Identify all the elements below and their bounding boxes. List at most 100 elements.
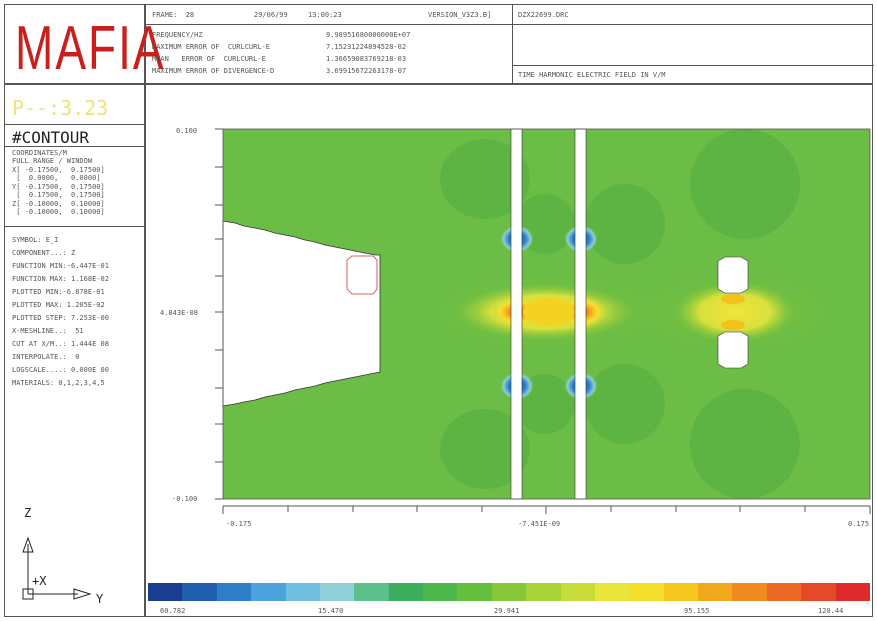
info-line: SYMBOL: E_I (12, 236, 59, 244)
coord-line: [ 0.17500, 0.17500] (12, 191, 105, 199)
left-sidebar (4, 84, 145, 617)
field-title: TIME HARMONIC ELECTRIC FIELD IN V/M (518, 71, 666, 79)
axis-x-label: +X (32, 574, 47, 588)
colorbar-swatch (629, 583, 664, 601)
info-line: CUT AT X/M..: 1.444E 08 (12, 340, 109, 348)
axis-z-label: Z (24, 506, 32, 520)
info-line: COMPONENT...: Z (12, 249, 76, 257)
info-line: PLOTTED MIN:-6.878E-01 (12, 288, 105, 296)
coord-line: [ -0.10000, 0.10000] (12, 208, 105, 216)
colorbar-swatch (560, 583, 595, 601)
sidebar-divider (4, 146, 145, 147)
coord-line: Z[ -0.10000, 0.10000] (12, 200, 105, 208)
field-lobe (440, 139, 530, 219)
colorbar-swatch (663, 583, 698, 601)
y-tick-label-top: 0.100 (176, 127, 198, 135)
mafia-logo: MAFIA (15, 12, 166, 83)
aperture-hole (717, 256, 749, 294)
field-lobe (585, 364, 665, 444)
conductor-strip (510, 128, 523, 500)
x-tick-label-right: 0.175 (848, 520, 870, 528)
header-time: 13:00:23 (308, 11, 342, 19)
info-line: FUNCTION MIN:-6.447E-01 (12, 262, 109, 270)
sidebar-divider (4, 226, 145, 227)
colorbar-swatch (698, 583, 733, 601)
colorbar-swatch (732, 583, 767, 601)
axes-icon (22, 536, 92, 600)
colorbar-swatch (491, 583, 527, 601)
header-row-value: 3.69915672263178-07 (326, 67, 407, 75)
colorbar-swatch (251, 583, 286, 601)
colorbar-swatch (388, 583, 423, 601)
coord-line: Y[ -0.17500, 0.17500] (12, 183, 105, 191)
field-lobe (585, 184, 665, 264)
field-lobe (690, 129, 800, 239)
program-label: P--:3.23 (12, 96, 109, 120)
contour-plot (215, 128, 871, 514)
hot-spot (721, 294, 745, 304)
colorbar-swatch (801, 583, 836, 601)
info-line: PLOTTED STEP: 7.253E-00 (12, 314, 109, 322)
field-title-divider (512, 65, 874, 66)
small-aperture (346, 255, 378, 295)
coord-line: X[ -0.17500, 0.17500] (12, 166, 105, 174)
colorbar-swatch (285, 583, 320, 601)
logo-panel: MAFIA (4, 4, 164, 84)
header-row-value: 7.15231224894528-02 (326, 43, 407, 51)
plot-panel (145, 84, 873, 617)
colorbar (148, 583, 870, 601)
info-line: FUNCTION MAX: 1.168E-02 (12, 275, 109, 283)
colorbar-swatch (457, 583, 492, 601)
sidebar-divider (4, 124, 145, 125)
field-lobe (690, 389, 800, 499)
header-date: 29/06/99 (254, 11, 288, 19)
colorbar-swatch (526, 583, 561, 601)
colorbar-swatch (594, 583, 630, 601)
conductor-strip (574, 128, 587, 500)
frame-number: FRAME: 28 (152, 11, 195, 19)
colorbar-swatch (319, 583, 355, 601)
axis-y-label: Y (96, 592, 104, 606)
colorbar-label: 95.155 (684, 607, 710, 615)
aperture-hole (717, 331, 749, 369)
colorbar-label: 60.782 (160, 607, 186, 615)
colorbar-swatch (182, 583, 217, 601)
header-divider-h (146, 24, 872, 25)
colorbar-swatch (148, 583, 183, 601)
y-tick-label-bottom: -0.100 (172, 495, 198, 503)
field-band (675, 282, 795, 342)
header-row-value: 9.98951680000000E+07 (326, 31, 411, 39)
colorbar-label: 29.941 (494, 607, 520, 615)
hot-spot (721, 320, 745, 330)
colorbar-swatch (766, 583, 802, 601)
command-label: #CONTOUR (12, 128, 90, 147)
header-row-label: MAXIMUM ERROR OF DIVERGENCE-D (152, 67, 275, 75)
header-row-label: FREQUENCY/HZ (152, 31, 203, 39)
header-row-value: 1.36659083769218-03 (326, 55, 407, 63)
colorbar-label: 120.44 (818, 607, 844, 615)
info-line: INTERPOLATE.: 0 (12, 353, 80, 361)
x-tick-label-left: -0.175 (226, 520, 252, 528)
info-line: LOGSCALE....: 0.000E 00 (12, 366, 109, 374)
coords-title: COORDINATES/M (12, 149, 67, 157)
info-line: X-MESHLINE..: 51 (12, 327, 84, 335)
colorbar-swatch (835, 583, 870, 601)
coords-subtitle: FULL RANGE / WINDOW (12, 157, 93, 165)
header-row-label: MEAN ERROR OF CURLCURL-E (152, 55, 266, 63)
header-file: DZX22699.DRC (518, 11, 569, 19)
info-line: MATERIALS: 0,1,2,3,4,5 (12, 379, 105, 387)
plot-border (222, 128, 871, 500)
header-version: VERSION_V3Z3.B] (428, 11, 492, 19)
coord-line: [ 0.0000, 0.0000] (12, 174, 101, 182)
header-row-label: MAXIMUM ERROR OF CURLCURL-E (152, 43, 271, 51)
colorbar-swatch (423, 583, 458, 601)
info-line: PLOTTED MAX: 1.205E-02 (12, 301, 105, 309)
colorbar-label: 15.470 (318, 607, 344, 615)
horn-region (222, 220, 381, 407)
colorbar-swatch (354, 583, 389, 601)
x-tick-label-mid: -7.451E-09 (518, 520, 561, 528)
y-tick-label-mid: 4.843E-08 (160, 309, 198, 317)
header-panel: FRAME: 28 29/06/99 13:00:23 VERSION_V3Z3… (145, 4, 874, 84)
hot-spot (523, 298, 575, 326)
colorbar-swatch (216, 583, 252, 601)
